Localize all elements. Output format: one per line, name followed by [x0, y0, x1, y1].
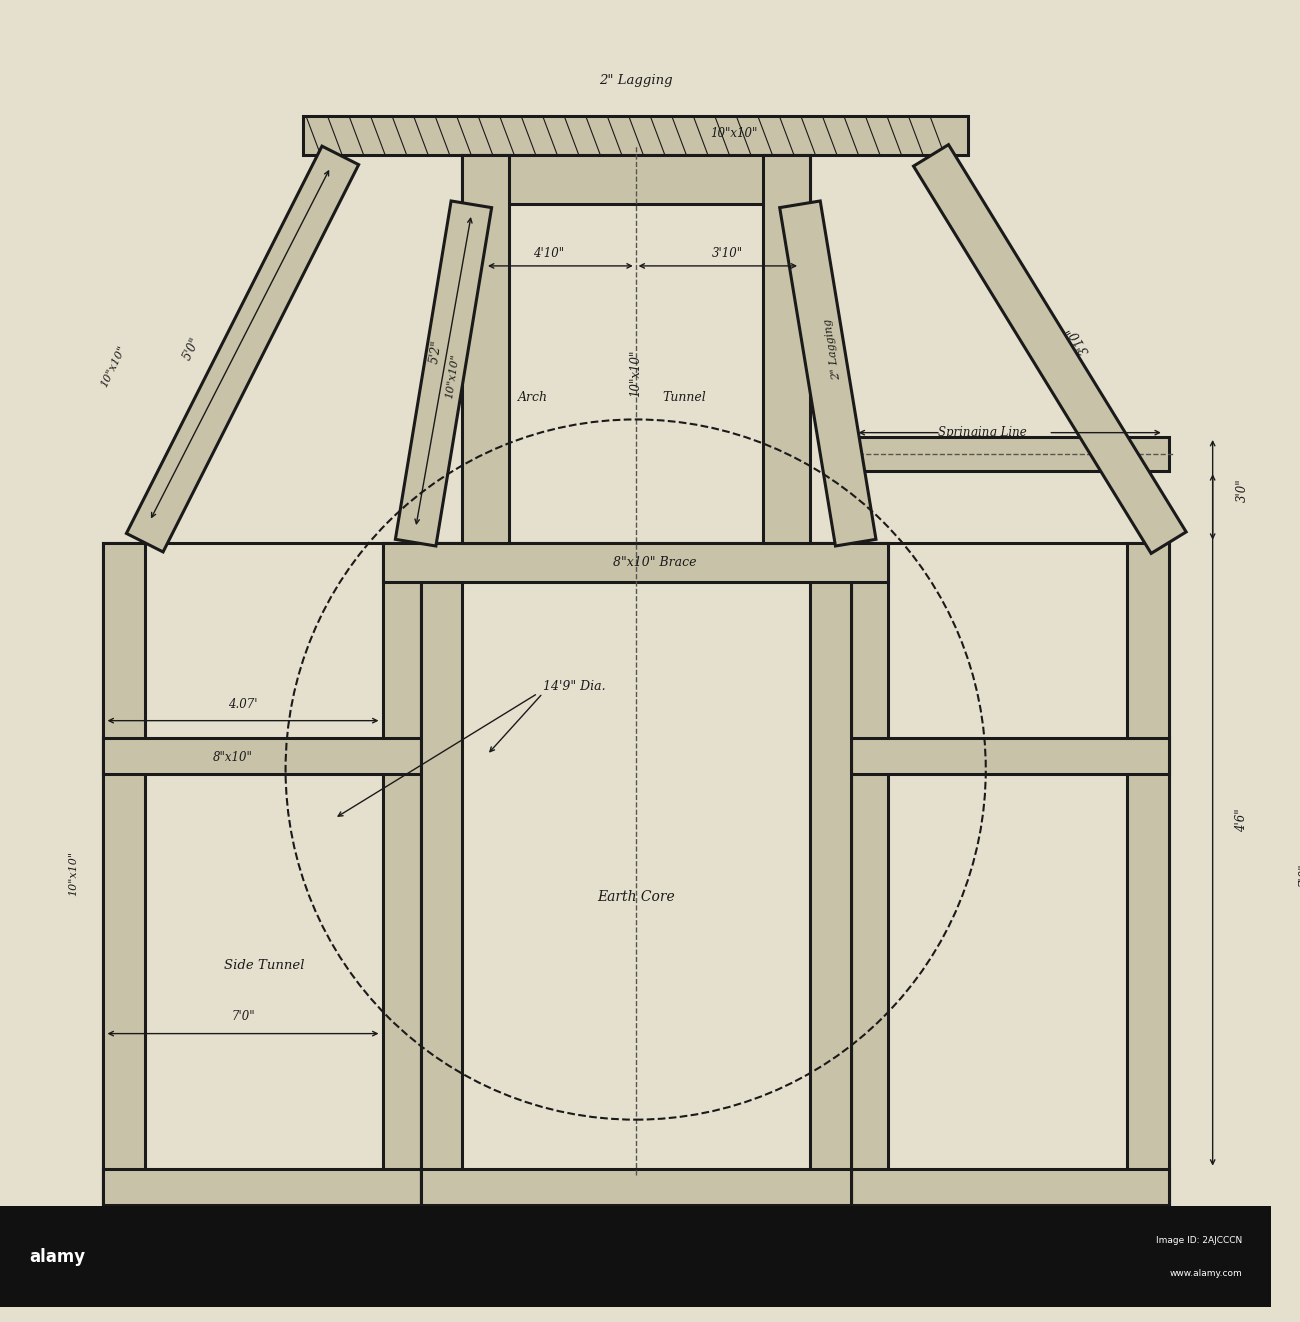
Text: Image ID: 2AJCCCN: Image ID: 2AJCCCN — [1156, 1236, 1242, 1245]
Bar — [850, 738, 1169, 775]
Polygon shape — [914, 144, 1186, 554]
Text: 8"x10" Brace: 8"x10" Brace — [614, 555, 697, 568]
Bar — [850, 1169, 1169, 1204]
Bar — [384, 542, 888, 582]
Bar — [303, 116, 968, 156]
Text: Earth Core: Earth Core — [597, 890, 675, 904]
Text: 5'2": 5'2" — [428, 340, 443, 365]
Bar — [462, 156, 508, 542]
Text: 3'10": 3'10" — [712, 247, 744, 259]
Bar — [0, 1206, 1271, 1307]
Bar — [850, 542, 1169, 1204]
Bar — [103, 542, 420, 1204]
Text: 10"x10": 10"x10" — [710, 127, 757, 140]
Text: 4.07': 4.07' — [229, 698, 257, 710]
Text: 8"x10": 8"x10" — [224, 1229, 263, 1243]
Polygon shape — [395, 201, 491, 546]
Text: 5'0": 5'0" — [181, 336, 203, 362]
Text: 10"x10": 10"x10" — [445, 353, 461, 399]
Text: 10"x10": 10"x10" — [69, 851, 78, 896]
Text: 3'10": 3'10" — [1066, 323, 1093, 356]
Text: alamy: alamy — [30, 1248, 86, 1265]
Text: 4'6": 4'6" — [1235, 808, 1248, 832]
Bar — [810, 542, 850, 1204]
Text: 2" Lagging: 2" Lagging — [599, 74, 672, 87]
Text: 3'0": 3'0" — [1235, 479, 1248, 501]
Text: 4'10": 4'10" — [533, 247, 564, 259]
Bar — [850, 542, 888, 1204]
Text: 10"x10": 10"x10" — [629, 350, 642, 397]
Text: 7'0": 7'0" — [231, 1010, 255, 1023]
Bar — [103, 738, 420, 775]
Text: Side Tunnel: Side Tunnel — [224, 958, 304, 972]
Text: 7'0": 7'0" — [1297, 862, 1300, 886]
Bar — [103, 542, 144, 1204]
Text: Arch: Arch — [517, 391, 549, 405]
Bar — [420, 542, 462, 1204]
Text: www.alamy.com: www.alamy.com — [1169, 1269, 1242, 1277]
Bar — [103, 1169, 420, 1204]
Bar — [763, 156, 810, 542]
Bar — [1127, 542, 1169, 1204]
Bar — [462, 156, 810, 205]
Text: Springing Line: Springing Line — [939, 426, 1027, 439]
Bar — [420, 542, 850, 1204]
Bar — [420, 1169, 850, 1204]
Text: 14'9" Dia.: 14'9" Dia. — [543, 680, 606, 693]
Polygon shape — [126, 147, 359, 551]
Text: Tunnel: Tunnel — [663, 391, 706, 405]
Bar — [384, 542, 420, 1204]
Text: 10"x10": 10"x10" — [99, 344, 127, 389]
Bar — [850, 438, 1169, 471]
Text: 8"x10": 8"x10" — [213, 751, 254, 764]
Polygon shape — [780, 201, 876, 546]
Text: 2" Lagging: 2" Lagging — [823, 317, 842, 381]
